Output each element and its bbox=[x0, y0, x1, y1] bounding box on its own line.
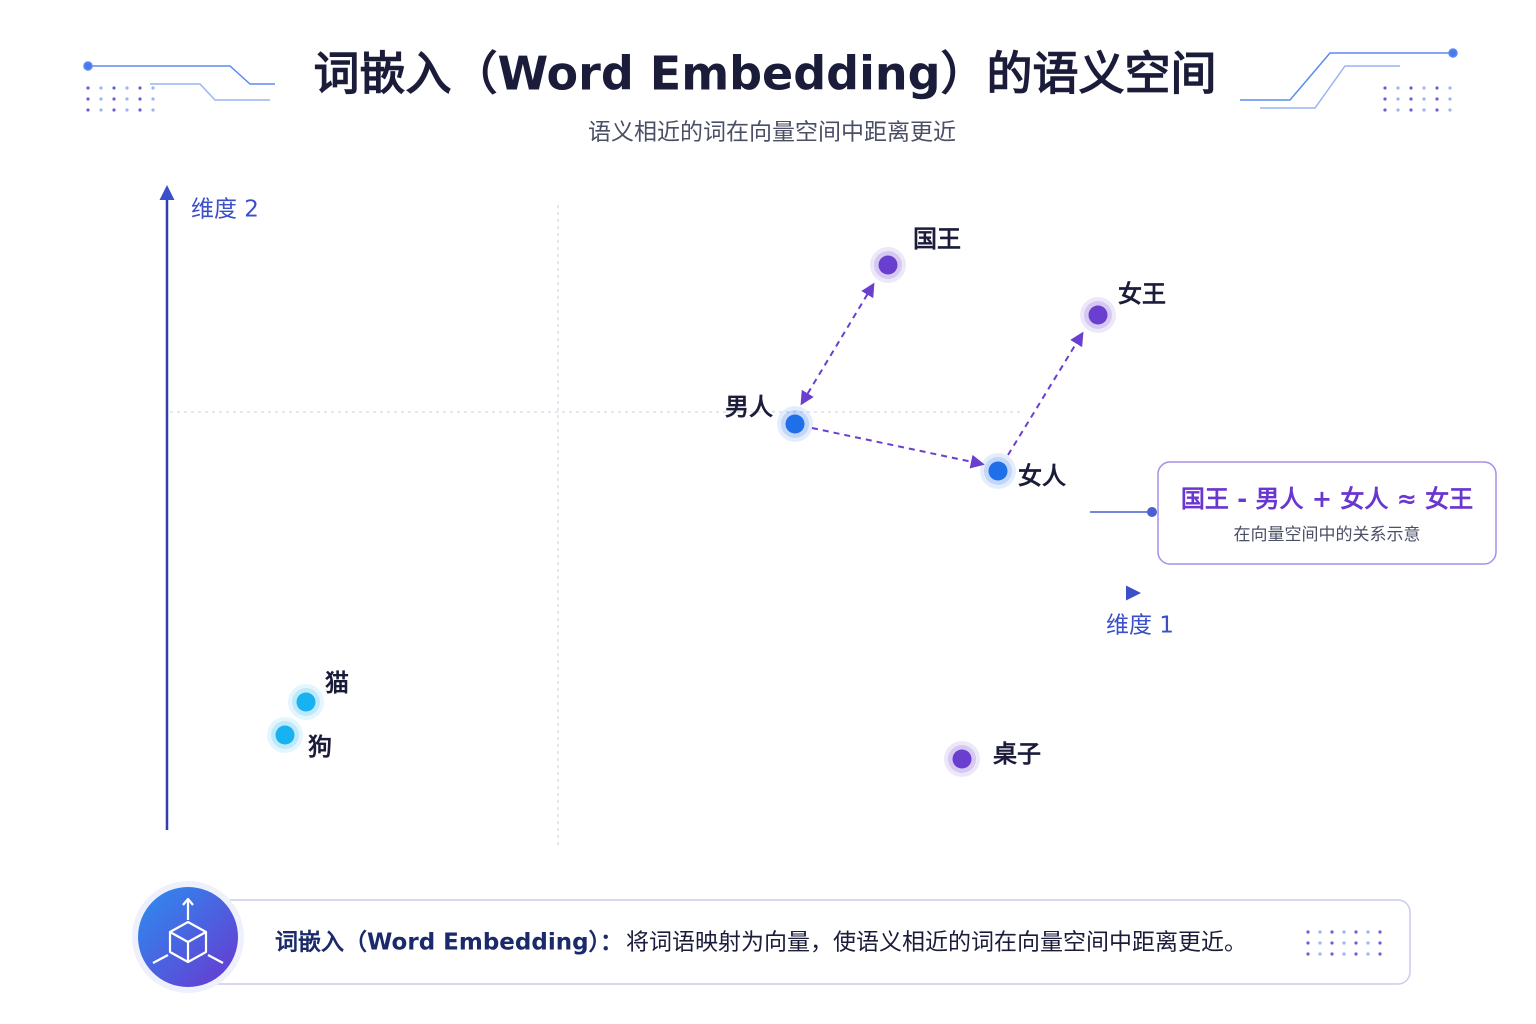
dot bbox=[138, 86, 142, 90]
x-axis-label: 维度 1 bbox=[1106, 613, 1174, 639]
node-label: 国王 bbox=[913, 225, 961, 253]
dot bbox=[99, 97, 103, 101]
dot bbox=[112, 86, 116, 90]
dot bbox=[151, 108, 155, 112]
dot bbox=[112, 108, 116, 112]
dot bbox=[1318, 941, 1322, 945]
dot bbox=[1409, 97, 1413, 101]
dot bbox=[1366, 941, 1370, 945]
dot bbox=[1378, 952, 1382, 956]
dot bbox=[138, 108, 142, 112]
decoration bbox=[86, 86, 1452, 112]
node-label: 桌子 bbox=[993, 740, 1041, 768]
node-label: 狗 bbox=[308, 733, 332, 761]
dot bbox=[1396, 108, 1400, 112]
dot bbox=[1330, 930, 1334, 934]
dot bbox=[1409, 86, 1413, 90]
dot bbox=[1448, 108, 1452, 112]
dot bbox=[1383, 108, 1387, 112]
icon bbox=[138, 887, 238, 987]
cube-icon bbox=[152, 897, 224, 964]
callout-box bbox=[1157, 461, 1497, 565]
node-label: 女王 bbox=[1118, 280, 1166, 308]
connector-dot bbox=[1147, 507, 1157, 517]
dot bbox=[125, 97, 129, 101]
dot bbox=[1422, 108, 1426, 112]
dot bbox=[1330, 941, 1334, 945]
dot bbox=[1366, 952, 1370, 956]
dot bbox=[1354, 930, 1358, 934]
dot bbox=[1318, 952, 1322, 956]
dot bbox=[125, 108, 129, 112]
node bbox=[988, 461, 1008, 481]
dot bbox=[1435, 97, 1439, 101]
dot bbox=[1396, 86, 1400, 90]
footer-term: 词嵌入（Word Embedding）： bbox=[275, 929, 623, 956]
dot bbox=[1354, 952, 1358, 956]
dot bbox=[1366, 930, 1370, 934]
decoration bbox=[1306, 930, 1382, 956]
dot bbox=[1409, 108, 1413, 112]
node bbox=[952, 749, 972, 769]
dot bbox=[1378, 941, 1382, 945]
dot bbox=[1354, 941, 1358, 945]
dot bbox=[151, 97, 155, 101]
y-axis-label: 维度 2 bbox=[191, 197, 259, 223]
dot bbox=[1383, 97, 1387, 101]
dot bbox=[1342, 930, 1346, 934]
dot bbox=[1330, 952, 1334, 956]
footer-definition: 将词语映射为向量，使语义相近的词在向量空间中距离更近。 bbox=[626, 930, 1247, 956]
dot bbox=[99, 108, 103, 112]
node bbox=[1088, 305, 1108, 325]
dot bbox=[1318, 930, 1322, 934]
dot bbox=[1435, 108, 1439, 112]
dot bbox=[1422, 86, 1426, 90]
dot bbox=[86, 108, 90, 112]
dot bbox=[86, 97, 90, 101]
dot bbox=[151, 86, 155, 90]
dot bbox=[125, 86, 129, 90]
callout-note: 在向量空间中的关系示意 bbox=[1234, 525, 1421, 545]
dot bbox=[1342, 952, 1346, 956]
dot bbox=[1422, 97, 1426, 101]
node bbox=[878, 255, 898, 275]
node bbox=[275, 725, 295, 745]
subtitle: 语义相近的词在向量空间中距离更近 bbox=[588, 120, 956, 146]
dot bbox=[112, 97, 116, 101]
dot bbox=[86, 86, 90, 90]
dot bbox=[138, 97, 142, 101]
title: 词嵌入（Word Embedding）的语义空间 bbox=[313, 47, 1216, 101]
dot bbox=[1448, 97, 1452, 101]
dot bbox=[1378, 930, 1382, 934]
dot bbox=[1306, 952, 1310, 956]
node-label: 猫 bbox=[325, 669, 349, 697]
dot bbox=[1396, 97, 1400, 101]
dot bbox=[99, 86, 103, 90]
dot bbox=[1306, 941, 1310, 945]
dot bbox=[1306, 930, 1310, 934]
dot bbox=[1448, 86, 1452, 90]
node-label: 女人 bbox=[1018, 462, 1066, 490]
node-label: 男人 bbox=[725, 393, 773, 421]
node bbox=[296, 692, 316, 712]
decoration bbox=[83, 48, 1458, 109]
callout-formula: 国王 - 男人 + 女人 ≈ 女王 bbox=[1181, 485, 1473, 513]
relation-arrows bbox=[800, 282, 1084, 469]
dot bbox=[1435, 86, 1439, 90]
node bbox=[785, 414, 805, 434]
dot bbox=[1383, 86, 1387, 90]
dot bbox=[1342, 941, 1346, 945]
